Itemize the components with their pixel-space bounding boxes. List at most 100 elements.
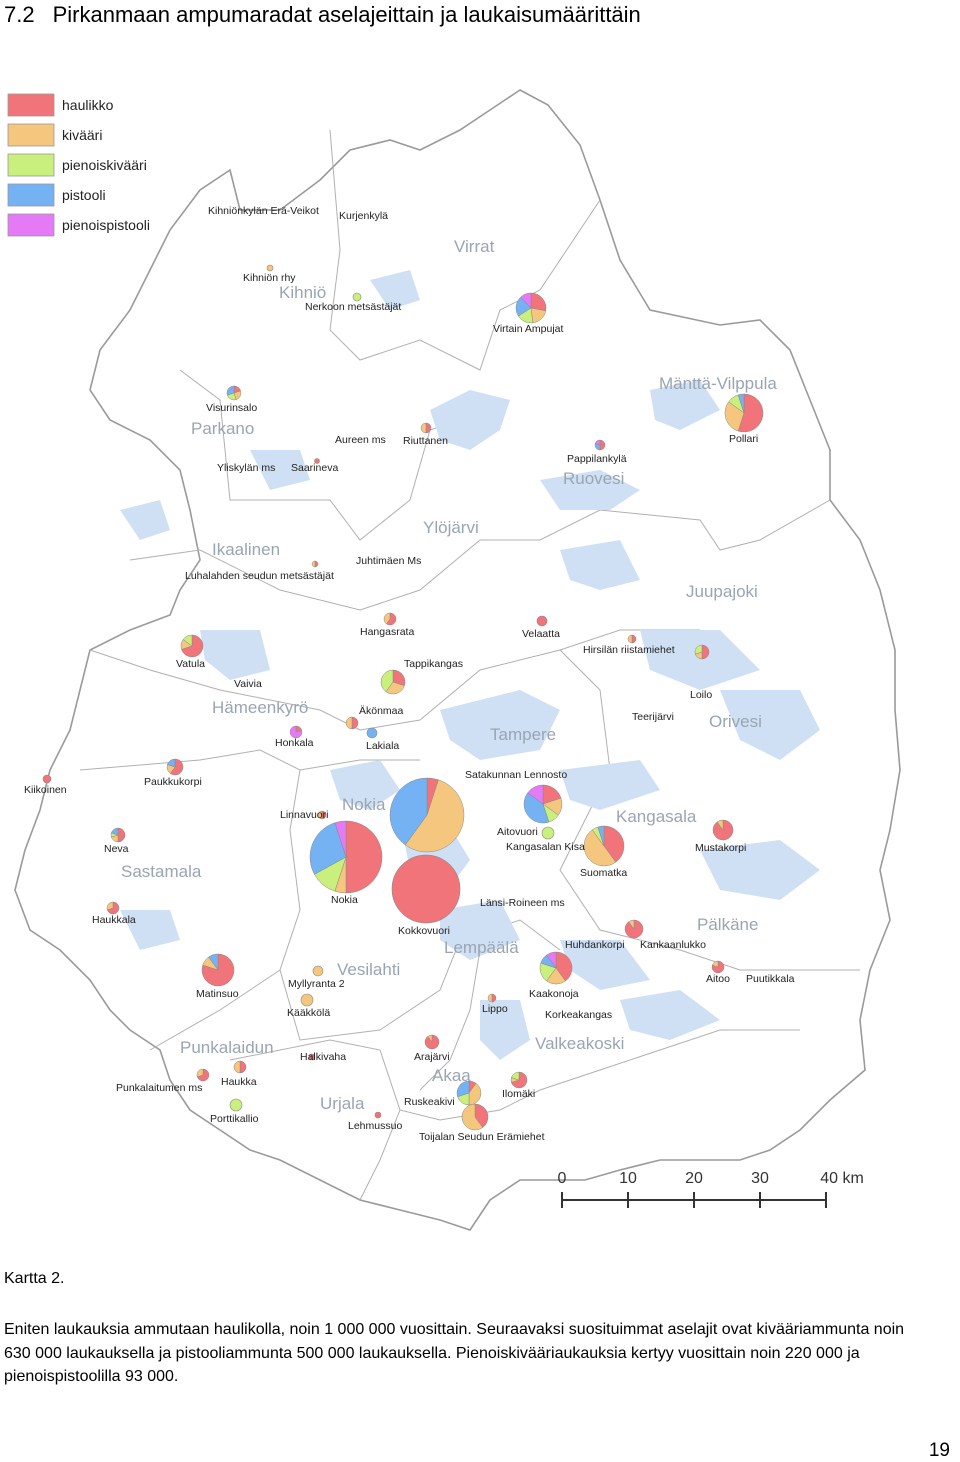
range-label: Ruskeakivi [404, 1096, 455, 1108]
municipality-label: Mänttä-Vilppula [659, 374, 777, 393]
range-label: Punkalaitumen ms [116, 1082, 202, 1094]
range-pie [196, 1068, 210, 1082]
legend-item: haulikko [7, 93, 114, 117]
municipality-label: Akaa [432, 1066, 471, 1085]
range-pie [594, 439, 606, 451]
pie-slice [386, 612, 397, 626]
range-label: Kiikoinen [24, 784, 67, 796]
legend: haulikko kivääri pienoiskivääri pistooli… [7, 93, 150, 237]
range-pie [536, 615, 548, 627]
pie-slice [597, 825, 605, 847]
range-label: Ilomäki [502, 1088, 535, 1100]
legend-label: pienoispistooli [62, 217, 150, 233]
range-label: Luhalahden seudun metsästäjät [185, 570, 334, 582]
range-pie [366, 727, 378, 739]
range-pie [106, 901, 120, 915]
range-pie [266, 264, 274, 272]
pie-slice [711, 960, 725, 974]
municipality-label: Nokia [342, 795, 386, 814]
legend-item: pienoispistooli [7, 213, 150, 237]
range-label: Haukkala [92, 914, 136, 926]
range-label: Lehmussuo [348, 1120, 402, 1132]
legend-label: pienoiskivääri [62, 157, 147, 173]
range-label: Hirsilän riistamiehet [583, 644, 675, 656]
legend-swatch [7, 183, 55, 207]
legend-label: haulikko [62, 97, 114, 113]
range-pie [166, 758, 184, 776]
range-label: Pappilankylä [567, 453, 627, 465]
pie-slice [169, 758, 184, 776]
municipality-label: Lempäälä [444, 938, 519, 957]
range-label: Länsi-Roineen ms [480, 897, 565, 909]
pie-slice [351, 716, 359, 730]
section-number: 7.2 [4, 2, 35, 27]
range-pie [510, 1071, 528, 1089]
municipality-label: Pälkäne [697, 915, 758, 934]
range-label: Lippo [482, 1003, 508, 1015]
pie-slice [314, 560, 319, 568]
pie-slice [289, 725, 303, 739]
pie-slice [314, 458, 320, 464]
pie-slice [312, 965, 324, 977]
range-labels: Kihniönkylän Erä-Veikot Kurjenkylä Kihni… [24, 205, 795, 1143]
pie-slice [334, 820, 347, 858]
pie-slice [628, 919, 635, 930]
range-label: Virtain Ampujat [493, 323, 564, 335]
scale-label: 10 [619, 1170, 637, 1187]
pie-slice [594, 439, 601, 446]
range-label: Saarineva [291, 462, 338, 474]
range-pie [110, 827, 126, 843]
range-label: Visurinsalo [206, 402, 257, 414]
pie-slice [226, 385, 235, 396]
range-pie [389, 777, 465, 853]
range-label: Paukkukorpi [144, 776, 202, 788]
range-label: Mustakorpi [695, 842, 746, 854]
municipality-label: Ruovesi [563, 469, 624, 488]
range-label: Honkala [275, 737, 314, 749]
pie-slice [427, 1034, 433, 1043]
legend-swatch [7, 93, 55, 117]
pie-slice [527, 784, 544, 805]
pie-slice [182, 634, 193, 647]
scale-label: 0 [558, 1170, 567, 1187]
range-pie [233, 1060, 247, 1074]
pie-slice [546, 951, 557, 969]
range-label: Kokkovuori [398, 925, 450, 937]
range-label: Kaakonoja [529, 988, 579, 1000]
range-pie [345, 716, 359, 730]
pie-slice [380, 669, 394, 693]
range-label: Aureen ms [335, 434, 386, 446]
range-pie [724, 393, 764, 433]
municipality-label: Sastamala [121, 862, 202, 881]
range-pie [541, 826, 555, 840]
range-pie [201, 953, 235, 987]
range-pie [461, 1103, 489, 1131]
pie-slice [300, 993, 314, 1007]
pie-slice [420, 422, 427, 434]
range-label: Velaatta [522, 628, 560, 640]
range-label: Korkeakangas [545, 1009, 612, 1021]
range-label: Suomatka [580, 867, 627, 879]
range-label: Teerijärvi [632, 711, 674, 723]
range-pie [352, 292, 362, 302]
range-label: Nerkoon metsästäjät [305, 301, 401, 313]
range-label: Neva [104, 843, 129, 855]
pie-slice [345, 820, 383, 894]
pie-slice [603, 825, 625, 863]
pie-slice [724, 401, 745, 432]
pie-slice [737, 393, 764, 433]
pie-slice [520, 292, 532, 309]
legend-item: pistooli [7, 183, 106, 207]
body-paragraph: Eniten laukauksia ammutaan haulikolla, n… [4, 1321, 905, 1385]
pie-slice [389, 777, 428, 846]
municipality-label: Orivesi [709, 712, 762, 731]
range-pie [523, 784, 563, 824]
legend-item: kivääri [7, 123, 102, 147]
range-label: Yliskylän ms [217, 462, 275, 474]
pie-slice [345, 716, 353, 730]
map-caption: Kartta 2. [4, 1270, 65, 1287]
map: haulikko kivääri pienoiskivääri pistooli… [7, 89, 901, 1231]
range-pie [229, 1098, 243, 1112]
scale-label: 30 [751, 1170, 769, 1187]
range-pie [314, 458, 320, 464]
